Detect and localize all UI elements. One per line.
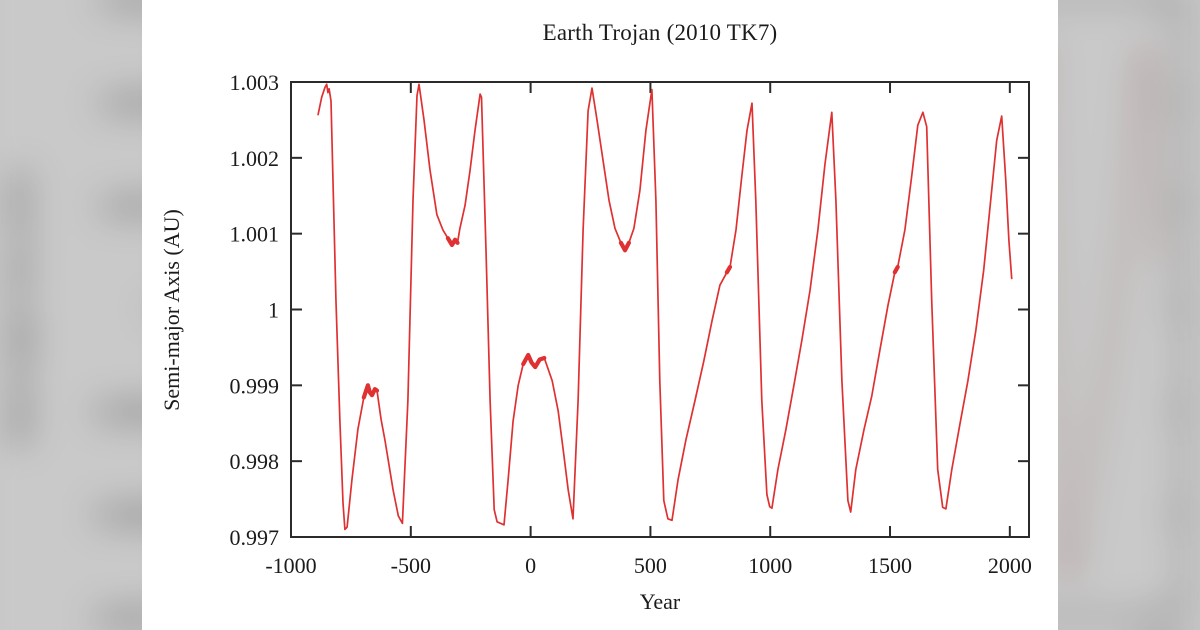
plot-svg: -1000 -500 0 500 1000 1500 2000 1.003 1.002 1.001…: [230, 70, 1032, 578]
svg-text:1500: 1500: [868, 553, 912, 578]
x-axis-label: Year: [639, 589, 681, 614]
svg-text:1.003: 1.003: [230, 70, 280, 95]
svg-text:0.997: 0.997: [230, 525, 280, 550]
svg-text:-500: -500: [391, 553, 431, 578]
svg-text:0.999: 0.999: [230, 373, 280, 398]
svg-text:1.001: 1.001: [230, 222, 280, 247]
svg-text:1.002: 1.002: [230, 146, 280, 171]
svg-text:2000: 2000: [988, 553, 1032, 578]
svg-text:500: 500: [634, 553, 667, 578]
svg-text:0: 0: [525, 553, 536, 578]
svg-text:0.998: 0.998: [230, 449, 280, 474]
svg-text:-1000: -1000: [265, 553, 316, 578]
svg-text:1: 1: [268, 298, 279, 323]
chart-title: Earth Trojan (2010 TK7): [542, 20, 778, 45]
chart-card: Earth Trojan (2010 TK7) Semi-major Axis …: [142, 0, 1058, 630]
svg-text:1000: 1000: [748, 553, 792, 578]
